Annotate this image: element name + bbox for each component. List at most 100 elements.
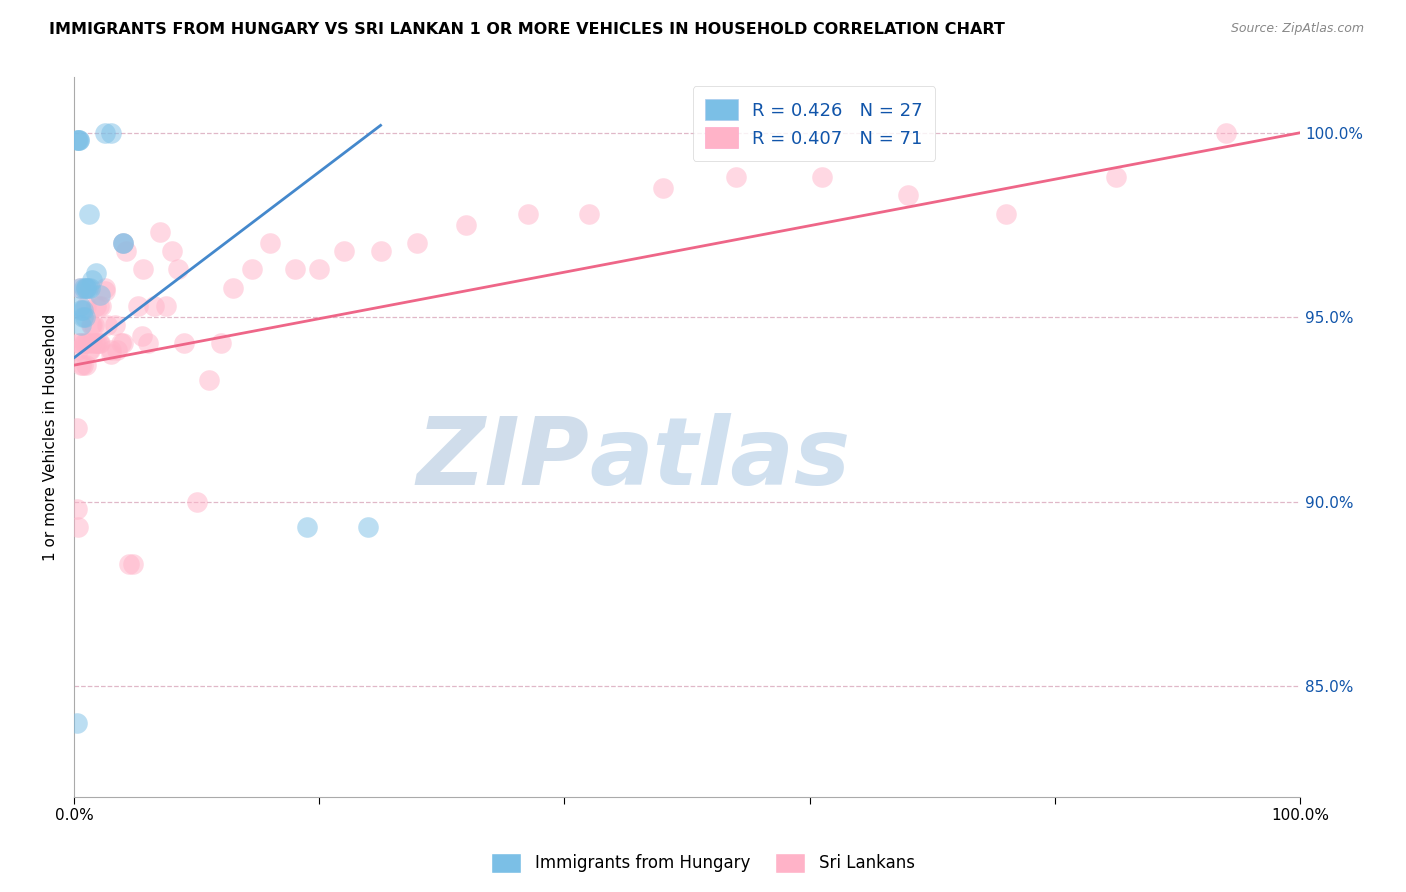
Point bbox=[69, 336, 91, 351]
Legend: R = 0.426   N = 27, R = 0.407   N = 71: R = 0.426 N = 27, R = 0.407 N = 71 bbox=[693, 87, 935, 161]
Point bbox=[89, 336, 111, 351]
Point bbox=[127, 299, 149, 313]
Point bbox=[82, 336, 104, 351]
Point bbox=[82, 318, 104, 332]
Point bbox=[578, 207, 600, 221]
Point bbox=[149, 225, 172, 239]
Point bbox=[75, 281, 97, 295]
Point bbox=[79, 281, 101, 295]
Point bbox=[75, 299, 97, 313]
Point bbox=[112, 236, 135, 251]
Text: Source: ZipAtlas.com: Source: ZipAtlas.com bbox=[1230, 22, 1364, 36]
Point bbox=[65, 502, 87, 516]
Point bbox=[69, 281, 91, 295]
Point bbox=[65, 715, 87, 730]
Point bbox=[84, 336, 107, 351]
Point bbox=[651, 181, 673, 195]
Point bbox=[198, 373, 221, 387]
Point bbox=[77, 207, 100, 221]
Point bbox=[370, 244, 392, 258]
Point bbox=[67, 133, 90, 147]
Text: atlas: atlas bbox=[589, 413, 851, 505]
Point bbox=[72, 310, 94, 325]
Point bbox=[131, 328, 153, 343]
Point bbox=[80, 318, 103, 332]
Point bbox=[93, 126, 115, 140]
Point bbox=[77, 343, 100, 358]
Point bbox=[295, 520, 318, 534]
Point bbox=[83, 318, 105, 332]
Point bbox=[308, 262, 330, 277]
Point bbox=[76, 281, 98, 295]
Point bbox=[994, 207, 1017, 221]
Point bbox=[70, 302, 93, 317]
Text: ZIP: ZIP bbox=[416, 413, 589, 505]
Point bbox=[69, 299, 91, 313]
Point bbox=[105, 343, 128, 358]
Point bbox=[84, 299, 107, 313]
Legend: Immigrants from Hungary, Sri Lankans: Immigrants from Hungary, Sri Lankans bbox=[485, 847, 921, 880]
Point bbox=[725, 169, 748, 184]
Point bbox=[100, 347, 122, 361]
Point bbox=[114, 244, 136, 258]
Text: IMMIGRANTS FROM HUNGARY VS SRI LANKAN 1 OR MORE VEHICLES IN HOUSEHOLD CORRELATIO: IMMIGRANTS FROM HUNGARY VS SRI LANKAN 1 … bbox=[49, 22, 1005, 37]
Point bbox=[100, 126, 122, 140]
Point bbox=[87, 336, 110, 351]
Point bbox=[357, 520, 380, 534]
Point bbox=[132, 262, 155, 277]
Point bbox=[65, 421, 87, 435]
Point bbox=[73, 336, 96, 351]
Point bbox=[209, 336, 232, 351]
Point bbox=[122, 558, 145, 572]
Point bbox=[75, 281, 97, 295]
Point bbox=[93, 285, 115, 299]
Point bbox=[82, 273, 104, 287]
Point bbox=[186, 494, 208, 508]
Point bbox=[167, 262, 190, 277]
Point bbox=[75, 358, 97, 372]
Point bbox=[84, 266, 107, 280]
Point bbox=[66, 343, 89, 358]
Point bbox=[75, 310, 97, 325]
Point bbox=[103, 318, 125, 332]
Point bbox=[240, 262, 263, 277]
Point bbox=[70, 358, 93, 372]
Point bbox=[456, 218, 478, 232]
Point bbox=[1215, 126, 1237, 140]
Point bbox=[118, 558, 141, 572]
Point bbox=[76, 336, 98, 351]
Point bbox=[516, 207, 538, 221]
Point bbox=[284, 262, 307, 277]
Point bbox=[160, 244, 183, 258]
Point bbox=[110, 336, 132, 351]
Point bbox=[79, 343, 101, 358]
Point bbox=[1105, 169, 1128, 184]
Point bbox=[259, 236, 281, 251]
Point bbox=[100, 343, 122, 358]
Point bbox=[87, 299, 110, 313]
Point bbox=[897, 188, 920, 202]
Point bbox=[173, 336, 195, 351]
Point bbox=[73, 281, 96, 295]
Point bbox=[69, 281, 91, 295]
Point bbox=[112, 236, 135, 251]
Point bbox=[66, 133, 89, 147]
Point bbox=[96, 318, 118, 332]
Point bbox=[112, 236, 135, 251]
Point bbox=[75, 336, 97, 351]
Point bbox=[67, 336, 90, 351]
Point bbox=[811, 169, 834, 184]
Point bbox=[72, 358, 94, 372]
Point bbox=[65, 133, 87, 147]
Point bbox=[89, 288, 111, 302]
Point bbox=[93, 281, 115, 295]
Point bbox=[136, 336, 159, 351]
Y-axis label: 1 or more Vehicles in Household: 1 or more Vehicles in Household bbox=[44, 313, 58, 561]
Point bbox=[222, 281, 245, 295]
Point bbox=[70, 318, 93, 332]
Point bbox=[66, 520, 89, 534]
Point bbox=[112, 336, 135, 351]
Point bbox=[90, 299, 112, 313]
Point bbox=[72, 302, 94, 317]
Point bbox=[142, 299, 165, 313]
